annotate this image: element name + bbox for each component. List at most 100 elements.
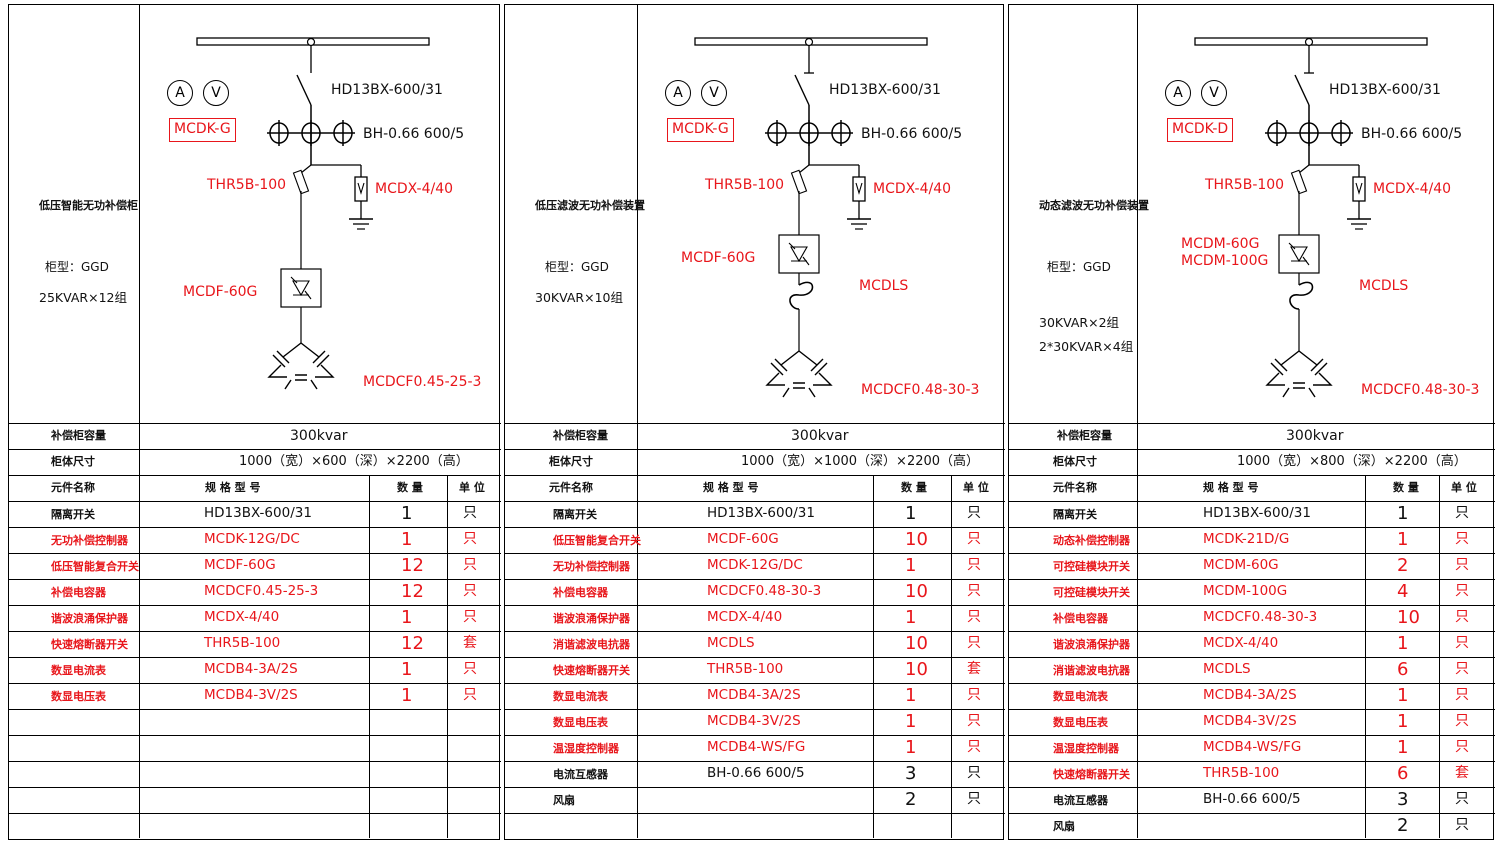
- size-header: 柜体尺寸: [1053, 455, 1097, 468]
- component-unit: 只: [1455, 817, 1469, 833]
- component-spec: THR5B-100: [707, 661, 784, 677]
- component-spec: HD13BX-600/31: [1203, 505, 1311, 521]
- fuse-symbol: [790, 169, 808, 195]
- composite-switch-symbol: [778, 234, 820, 274]
- component-qty: 1: [401, 503, 413, 524]
- component-name: 温湿度控制器: [553, 742, 619, 755]
- table-row-line: [9, 527, 501, 528]
- component-qty: 12: [401, 633, 424, 654]
- ct-label: BH-0.66 600/5: [861, 126, 963, 142]
- component-name: 可控硅模块开关: [1053, 586, 1130, 599]
- component-spec: MCDCF0.45-25-3: [204, 583, 319, 599]
- size-value: 1000（宽）×1000（深）×2200（高）: [741, 454, 980, 469]
- voltmeter-icon: V: [701, 80, 727, 106]
- table-row-line: [9, 813, 501, 814]
- component-qty: 1: [1397, 711, 1409, 732]
- table-row-line: [505, 423, 1005, 424]
- table-row-line: [1009, 631, 1495, 632]
- component-spec: MCDX-4/40: [707, 609, 783, 625]
- capacitor-bank-symbol: [765, 350, 833, 398]
- component-name: 补偿电容器: [553, 586, 608, 599]
- component-unit: 只: [1455, 505, 1469, 521]
- component-unit: 只: [463, 505, 477, 521]
- component-qty: 1: [401, 659, 413, 680]
- surge-protector-arrow: [1355, 182, 1363, 195]
- col-header-qty: 数 量: [1393, 481, 1419, 494]
- table-row-line: [1009, 553, 1495, 554]
- component-qty: 3: [1397, 789, 1409, 810]
- component-spec: MCDB4-3A/2S: [707, 687, 801, 703]
- thyristor-symbol: [290, 276, 312, 300]
- fuse-label: THR5B-100: [207, 177, 287, 193]
- diagram-divider: [1137, 5, 1138, 423]
- table-row-line: [9, 657, 501, 658]
- capacity-value: 300kvar: [290, 428, 348, 444]
- table-row-line: [9, 423, 501, 424]
- voltmeter-icon: V: [1201, 80, 1227, 106]
- capacity-value: 300kvar: [1286, 428, 1344, 444]
- component-name: 补偿电容器: [1053, 612, 1108, 625]
- component-spec: MCDLS: [707, 635, 755, 651]
- col-header-name: 元件名称: [549, 481, 593, 494]
- composite-switch-label: MCDF-60G: [681, 250, 756, 266]
- capacity-header: 补偿柜容量: [553, 429, 608, 442]
- capacity-header: 补偿柜容量: [51, 429, 106, 442]
- component-unit: 只: [463, 583, 477, 599]
- composite-switch-symbol: [1278, 234, 1320, 274]
- component-name: 谐波浪涌保护器: [51, 612, 128, 625]
- component-unit: 只: [1455, 661, 1469, 677]
- switch-label: HD13BX-600/31: [829, 82, 941, 98]
- ammeter-icon: A: [167, 80, 193, 106]
- size-header: 柜体尺寸: [549, 455, 593, 468]
- feeder-line: [300, 164, 312, 174]
- col-header-spec: 规 格 型 号: [1203, 481, 1259, 494]
- ct-label: BH-0.66 600/5: [1361, 126, 1463, 142]
- component-qty: 1: [905, 503, 917, 524]
- table-row-line: [505, 787, 1005, 788]
- isolating-switch-symbol: [296, 74, 312, 106]
- cabinet-type: 柜型：GGD: [45, 260, 109, 274]
- table-row-line: [505, 553, 1005, 554]
- capacitor-label: MCDCF0.45-25-3: [363, 374, 482, 390]
- table-row-line: [1009, 735, 1495, 736]
- cabinet-title: 低压智能无功补偿柜: [39, 199, 138, 212]
- table-row-line: [1009, 605, 1495, 606]
- fuse-symbol: [1290, 169, 1308, 195]
- capacitor-group-spec: 30KVAR×2组: [1039, 315, 1120, 330]
- component-spec: MCDB4-3V/2S: [204, 687, 298, 703]
- col-header-unit: 单 位: [459, 481, 485, 494]
- table-row-line: [505, 709, 1005, 710]
- table-row-line: [1009, 579, 1495, 580]
- component-name: 快速熔断器开关: [51, 638, 128, 651]
- size-value: 1000（宽）×800（深）×2200（高）: [1237, 454, 1467, 469]
- component-name: 风扇: [1053, 820, 1075, 833]
- component-qty: 1: [401, 529, 413, 550]
- component-name: 可控硅模块开关: [1053, 560, 1130, 573]
- table-col-line: [139, 423, 140, 838]
- component-name: 快速熔断器开关: [553, 664, 630, 677]
- component-unit: 只: [1455, 687, 1469, 703]
- surge-protector-arrow: [357, 182, 365, 195]
- component-unit: 只: [967, 609, 981, 625]
- component-name: 风扇: [553, 794, 575, 807]
- component-spec: MCDCF0.48-30-3: [707, 583, 822, 599]
- ammeter-icon: A: [665, 80, 691, 106]
- component-spec: MCDK-12G/DC: [707, 557, 803, 573]
- table-row-line: [505, 527, 1005, 528]
- table-row-line: [9, 761, 501, 762]
- cabinet-panel-2: 低压滤波无功补偿装置 柜型：GGD 30KVAR×10组 HD13BX-600/31 B…: [504, 4, 1005, 840]
- component-qty: 1: [905, 737, 917, 758]
- component-spec: MCDLS: [1203, 661, 1251, 677]
- component-unit: 只: [1455, 609, 1469, 625]
- component-name: 消谐滤波电抗器: [553, 638, 630, 651]
- controller-label: MCDK-G: [169, 118, 236, 142]
- component-spec: MCDM-60G: [1203, 557, 1279, 573]
- col-header-unit: 单 位: [963, 481, 989, 494]
- component-spec: MCDF-60G: [707, 531, 779, 547]
- table-row-line: [505, 761, 1005, 762]
- table-row-line: [9, 709, 501, 710]
- component-unit: 只: [1455, 713, 1469, 729]
- component-unit: 只: [1455, 739, 1469, 755]
- component-qty: 1: [401, 685, 413, 706]
- table-row-line: [1009, 657, 1495, 658]
